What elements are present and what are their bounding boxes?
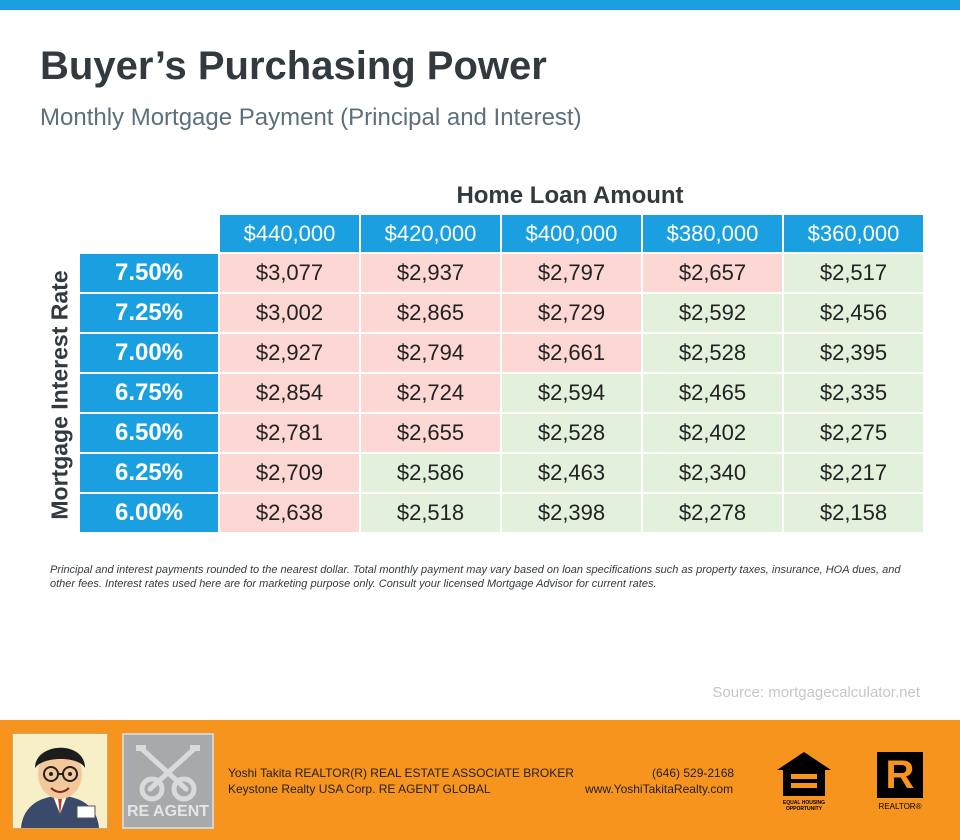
payment-cell: $2,335 — [784, 374, 923, 412]
payment-cell: $2,398 — [502, 494, 641, 532]
payment-cell: $2,661 — [502, 334, 641, 372]
payment-cell: $3,077 — [220, 254, 359, 292]
column-header: $420,000 — [361, 215, 500, 252]
page-title: Buyer’s Purchasing Power — [40, 44, 547, 88]
realtor-r-letter: R — [885, 753, 915, 797]
rate-row-header: 7.25% — [80, 294, 218, 332]
payment-cell: $2,456 — [784, 294, 923, 332]
payment-cell: $2,865 — [361, 294, 500, 332]
payment-cell: $3,002 — [220, 294, 359, 332]
payment-cell: $2,402 — [643, 414, 782, 452]
payment-cell: $2,709 — [220, 454, 359, 492]
payment-cell: $2,854 — [220, 374, 359, 412]
rate-row-header: 7.50% — [80, 254, 218, 292]
payment-cell: $2,528 — [643, 334, 782, 372]
phone-number: (646) 529-2168 — [652, 766, 735, 780]
payment-cell: $2,158 — [784, 494, 923, 532]
house-icon — [777, 752, 831, 796]
payment-cell: $2,794 — [361, 334, 500, 372]
agent-name-line: Yoshi Takita REALTOR(R) REAL ESTATE ASSO… — [228, 766, 574, 780]
table-corner — [80, 215, 218, 252]
website-link[interactable]: www.YoshiTakitaRealty.com — [585, 782, 734, 796]
payment-cell: $2,395 — [784, 334, 923, 372]
payment-cell: $2,797 — [502, 254, 641, 292]
equal-housing-logo: EQUAL HOUSING OPPORTUNITY — [775, 750, 833, 812]
realtor-r-icon: R — [877, 752, 923, 798]
payment-cell: $2,594 — [502, 374, 641, 412]
crossed-keys-icon — [136, 745, 200, 802]
footer-bar: RE AGENT Yoshi Takita REALTOR(R) REAL ES… — [0, 720, 960, 840]
column-header: $400,000 — [502, 215, 641, 252]
row-group-label-text: Mortgage Interest Rate — [46, 270, 73, 520]
payment-cell: $2,781 — [220, 414, 359, 452]
page-subtitle: Monthly Mortgage Payment (Principal and … — [40, 104, 582, 131]
payment-cell: $2,340 — [643, 454, 782, 492]
reagent-logo: RE AGENT — [122, 733, 214, 829]
column-header: $380,000 — [643, 215, 782, 252]
payment-cell: $2,592 — [643, 294, 782, 332]
payment-cell: $2,465 — [643, 374, 782, 412]
rate-row-header: 6.00% — [80, 494, 218, 532]
payment-cell: $2,586 — [361, 454, 500, 492]
column-group-label: Home Loan Amount — [456, 182, 684, 209]
payment-cell: $2,518 — [361, 494, 500, 532]
reagent-logo-text: RE AGENT — [126, 803, 210, 820]
payment-cell: $2,463 — [502, 454, 641, 492]
rate-row-header: 7.00% — [80, 334, 218, 372]
payment-cell: $2,729 — [502, 294, 641, 332]
equal-housing-text: EQUAL HOUSING OPPORTUNITY — [782, 800, 826, 812]
realtor-logo: R REALTOR® — [873, 752, 927, 814]
payment-cell: $2,275 — [784, 414, 923, 452]
agent-caricature-image — [12, 733, 108, 829]
payment-cell: $2,927 — [220, 334, 359, 372]
rate-row-header: 6.75% — [80, 374, 218, 412]
payment-cell: $2,217 — [784, 454, 923, 492]
caricature-icon — [13, 734, 107, 828]
payment-table: $440,000 $420,000 $400,000 $380,000 $360,000… — [80, 215, 923, 532]
payment-cell: $2,655 — [361, 414, 500, 452]
payment-cell: $2,517 — [784, 254, 923, 292]
source-note: Source: mortgagecalculator.net — [712, 684, 920, 701]
payment-cell: $2,937 — [361, 254, 500, 292]
column-header: $360,000 — [784, 215, 923, 252]
column-header: $440,000 — [220, 215, 359, 252]
payment-cell: $2,638 — [220, 494, 359, 532]
payment-cell: $2,528 — [502, 414, 641, 452]
rate-row-header: 6.25% — [80, 454, 218, 492]
disclaimer-text: Principal and interest payments rounded … — [50, 564, 901, 590]
company-line: Keystone Realty USA Corp. RE AGENT GLOBA… — [228, 782, 491, 796]
payment-cell: $2,724 — [361, 374, 500, 412]
top-accent-bar — [0, 0, 960, 10]
rate-row-header: 6.50% — [80, 414, 218, 452]
payment-cell: $2,657 — [643, 254, 782, 292]
realtor-text: REALTOR® — [878, 802, 922, 811]
payment-cell: $2,278 — [643, 494, 782, 532]
